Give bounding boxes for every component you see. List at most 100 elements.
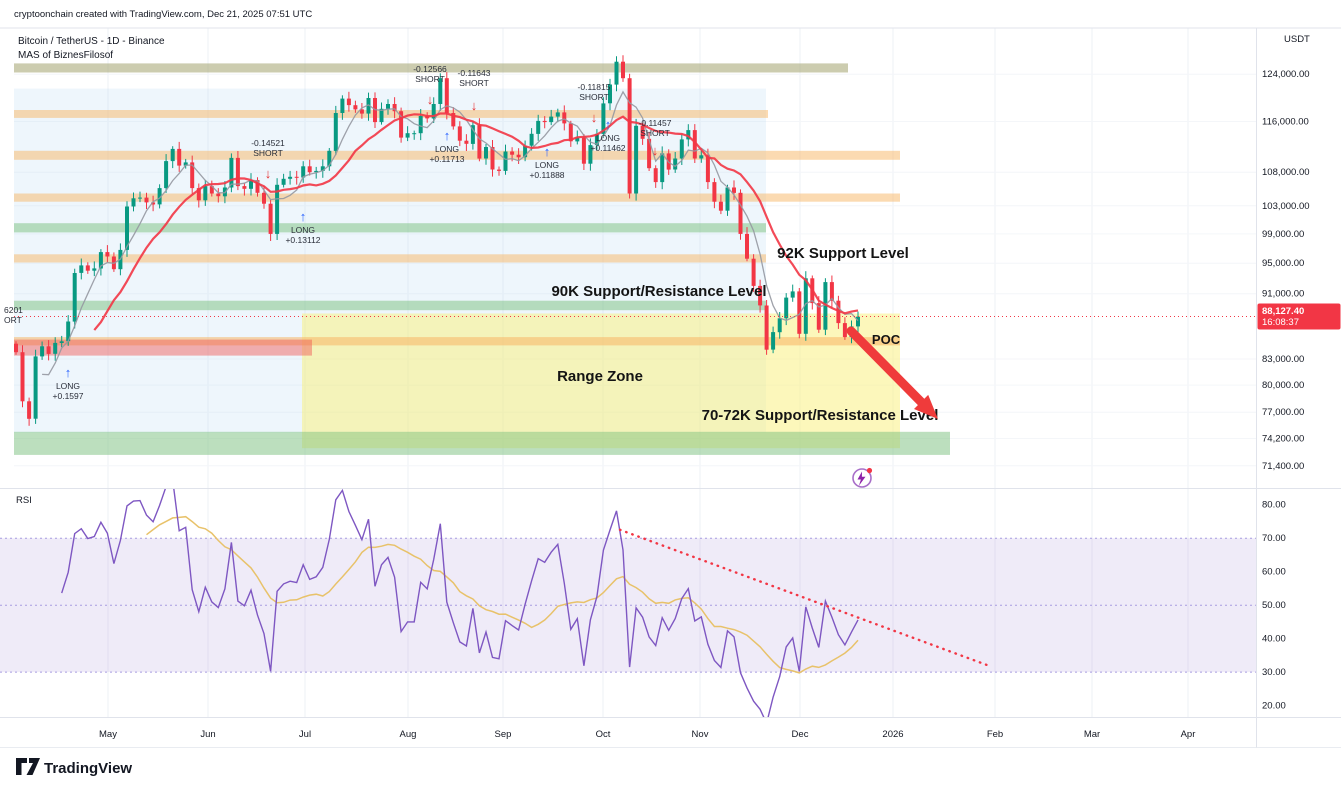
candle-body: [647, 138, 652, 169]
trade-label: -0.12566: [413, 64, 447, 74]
candle-body: [27, 401, 32, 419]
trade-label: LONG: [56, 381, 80, 391]
callout-text[interactable]: 92K Support Level: [777, 245, 909, 262]
candle-body: [53, 342, 58, 354]
candle-body: [718, 201, 723, 211]
candle-body: [529, 133, 534, 146]
red-band[interactable]: [14, 339, 312, 356]
breakdown-arrow-head: [914, 394, 938, 419]
symbol-legend[interactable]: Bitcoin / TetherUS - 1D - Binance: [18, 36, 165, 47]
candle-body: [581, 137, 586, 164]
currency-label: USDT: [1284, 34, 1310, 45]
flash-bolt-icon: [857, 471, 866, 486]
price-tick-label: 95,000.00: [1262, 258, 1304, 269]
support-band[interactable]: [14, 223, 766, 233]
support-band[interactable]: [14, 300, 766, 311]
price-badge-value: 88,127.40: [1262, 306, 1304, 317]
trade-label: LONG: [596, 133, 620, 143]
candle-body: [255, 180, 260, 193]
month-label: Dec: [792, 729, 809, 740]
rsi-trendline[interactable]: [618, 528, 990, 667]
rsi-tick-label: 40.00: [1262, 634, 1286, 645]
candle-body: [40, 346, 45, 357]
resistance-band[interactable]: [14, 254, 766, 263]
candle-body: [72, 273, 77, 322]
callout-text[interactable]: 70-72K Support/Resistance Level: [702, 407, 939, 424]
tradingview-logo-icon[interactable]: [16, 758, 40, 775]
price-axis[interactable]: 124,000.00 116,000.00 108,000.00 103,000.00…: [1257, 69, 1341, 712]
range-zone[interactable]: [302, 313, 900, 449]
trade-label: -0.11643: [458, 68, 491, 78]
resistance-band[interactable]: [14, 193, 900, 202]
resistance-band[interactable]: [14, 337, 900, 346]
candle-body: [634, 125, 639, 194]
price-badge: [1257, 303, 1341, 330]
support-band[interactable]: [14, 431, 950, 455]
trade-label: 6201: [4, 305, 23, 315]
candle-body: [92, 268, 97, 271]
rsi-ma-line[interactable]: [146, 515, 859, 674]
candle-body: [503, 151, 508, 171]
candle-body: [59, 341, 64, 343]
candle-body: [829, 282, 834, 301]
rsi-line[interactable]: [61, 480, 859, 723]
candle-body: [803, 278, 808, 334]
time-axis[interactable]: May Jun Jul Aug Sep Oct Nov Dec 2026 Feb Mar Apr: [99, 729, 1195, 740]
candle-body: [686, 130, 691, 140]
callout-text[interactable]: Range Zone: [557, 368, 643, 385]
month-label: 2026: [882, 729, 903, 740]
callout-text[interactable]: 90K Support/Resistance Level: [551, 283, 766, 300]
month-label: Nov: [692, 729, 709, 740]
rsi-pane[interactable]: [0, 480, 1256, 723]
candle-body: [170, 148, 175, 162]
price-tick-label: 80,000.00: [1262, 380, 1304, 391]
rsi-legend[interactable]: RSI: [16, 495, 32, 506]
candle-body: [660, 153, 665, 183]
resistance-band[interactable]: [14, 110, 768, 118]
price-tick-label: 74,200.00: [1262, 434, 1304, 445]
ma-slow-line[interactable]: [93, 112, 859, 331]
candle-body: [510, 151, 515, 155]
candle-body: [164, 161, 169, 189]
candle-body: [209, 186, 214, 194]
candle-body: [823, 282, 828, 330]
price-tick-label: 71,400.00: [1262, 461, 1304, 472]
short-entry-arrow-icon: ↓: [265, 166, 272, 181]
ma-fast-line[interactable]: [42, 90, 859, 376]
candle-body: [640, 125, 645, 139]
price-tick-label: 99,000.00: [1262, 229, 1304, 240]
candle-body: [732, 187, 736, 193]
candle-body: [190, 162, 195, 189]
candle-body: [451, 113, 456, 127]
notification-dot: [866, 467, 873, 474]
trade-label: SHORT: [640, 128, 670, 138]
trade-label: -0.11457: [639, 118, 672, 128]
price-tick-label: 103,000.00: [1262, 201, 1310, 212]
candle-body: [314, 170, 319, 173]
price-tick-label: 116,000.00: [1262, 117, 1309, 128]
breakdown-arrow[interactable]: [846, 326, 926, 407]
candle-body: [627, 78, 632, 194]
candle-body: [327, 150, 332, 167]
resistance-band[interactable]: [14, 63, 848, 73]
candle-body: [249, 180, 253, 189]
candle-body: [856, 316, 860, 327]
tradingview-brand-text[interactable]: TradingView: [44, 760, 132, 777]
candle-body: [725, 187, 730, 211]
callout-text[interactable]: POC: [872, 332, 901, 347]
indicator-legend[interactable]: MAS of BiznesFilosof: [18, 50, 113, 61]
price-pane[interactable]: ↓-0.14521SHORT↓-0.12566SHORT↓-0.11643SHO…: [4, 55, 1256, 488]
month-label: Mar: [1084, 729, 1100, 740]
resistance-band[interactable]: [14, 150, 900, 160]
trade-label: -0.14521: [251, 138, 285, 148]
candle-body: [125, 206, 129, 250]
candle-body: [477, 125, 482, 159]
candle-body: [790, 291, 795, 298]
short-entry-arrow-icon: ↓: [591, 110, 598, 125]
candle-body: [699, 155, 704, 159]
candle-body: [340, 98, 345, 113]
candle-body: [745, 233, 749, 259]
candle-body: [549, 116, 554, 123]
candle-body: [33, 356, 38, 419]
